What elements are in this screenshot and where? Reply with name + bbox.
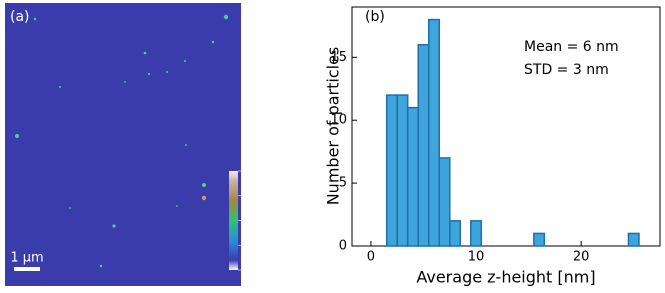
colorbar-tick-label: 0 <box>243 266 247 274</box>
bar <box>396 94 409 247</box>
bar <box>406 106 419 247</box>
bar <box>627 232 640 247</box>
annotation: Mean = 6 nm <box>524 39 619 55</box>
bar <box>417 43 430 247</box>
scale-bar <box>14 267 40 271</box>
bar <box>470 220 483 247</box>
plot-frame <box>351 6 661 247</box>
y-tick-label: 0 <box>339 239 347 254</box>
bar <box>438 157 451 247</box>
afm-background <box>5 3 241 286</box>
scale-bar-label: 1 µm <box>10 251 43 266</box>
afm-image: (a) 1 µm Z-height [nm] <box>5 3 262 286</box>
y-axis-label: Number of particles <box>324 47 343 206</box>
annotation: STD = 3 nm <box>524 62 609 78</box>
bar <box>427 18 440 247</box>
colorbar-tick-label: 20 <box>243 217 252 225</box>
bar <box>385 94 398 247</box>
bar <box>533 232 546 247</box>
colorbar-tick-label: 40 <box>243 167 252 175</box>
colorbar <box>229 171 238 270</box>
colorbar-tick-label: 10 <box>243 241 252 249</box>
y-tick-label: 5 <box>339 176 347 191</box>
x-tick-label: 0 <box>367 250 375 265</box>
panel-label: (a) <box>10 9 30 25</box>
x-tick-label: 20 <box>573 250 590 265</box>
y-tick-label: 10 <box>330 113 347 128</box>
y-tick-label: 15 <box>330 50 347 65</box>
particles <box>15 14 229 268</box>
colorbar-label: Z-height [nm] <box>254 196 262 245</box>
colorbar-tick-label: 30 <box>243 192 252 200</box>
panel-label: (b) <box>365 9 385 25</box>
x-tick-label: 10 <box>468 250 485 265</box>
bar <box>449 220 462 247</box>
x-axis-label: Average z-height [nm] <box>416 268 595 287</box>
